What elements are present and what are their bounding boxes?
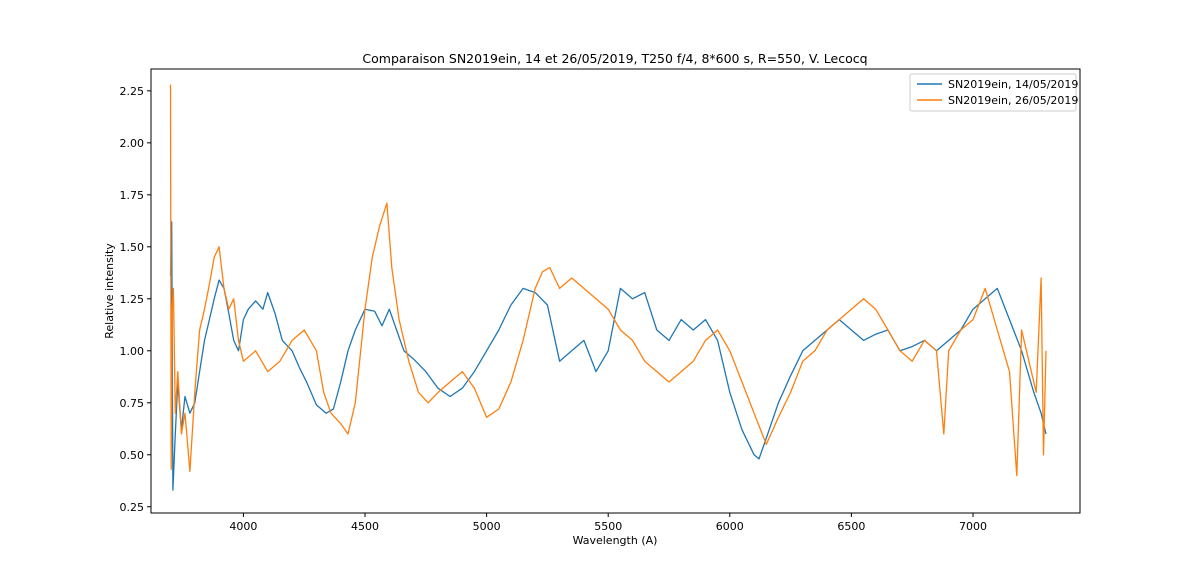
y-tick-label: 1.00	[120, 345, 145, 358]
x-tick-label: 4000	[229, 520, 257, 533]
x-axis-ticks: 4000 4500 5000 5500 6000 6500 7000	[229, 513, 987, 533]
y-tick-label: 1.75	[120, 189, 145, 202]
x-tick-label: 7000	[959, 520, 987, 533]
y-tick-label: 1.25	[120, 293, 145, 306]
y-tick-label: 0.50	[120, 449, 145, 462]
series-line-1	[169, 221, 1047, 491]
y-tick-label: 0.75	[120, 397, 145, 410]
y-tick-label: 0.25	[120, 501, 145, 514]
legend-label-series-2: SN2019ein, 26/05/2019	[948, 94, 1078, 107]
x-tick-label: 5000	[473, 520, 501, 533]
x-tick-label: 5500	[594, 520, 622, 533]
plot-area	[150, 68, 1081, 514]
x-axis-label: Wavelength (A)	[573, 534, 658, 547]
y-tick-label: 1.50	[120, 241, 145, 254]
x-tick-label: 4500	[351, 520, 379, 533]
y-axis-label: Relative intensity	[103, 243, 116, 339]
y-tick-label: 2.00	[120, 137, 145, 150]
y-tick-label: 2.25	[120, 85, 145, 98]
axes-frame	[150, 68, 1081, 514]
legend-label-series-1: SN2019ein, 14/05/2019	[948, 78, 1078, 91]
y-axis-ticks: 0.25 0.50 0.75 1.00 1.25 1.50 1.75 2.00 2.25	[120, 85, 151, 514]
series-line-2	[169, 84, 1047, 477]
x-tick-label: 6500	[837, 520, 865, 533]
series-layer	[169, 84, 1047, 491]
x-tick-label: 6000	[716, 520, 744, 533]
legend: SN2019ein, 14/05/2019 SN2019ein, 26/05/2…	[909, 73, 1078, 112]
legend-box	[909, 73, 1077, 112]
chart-title: Comparaison SN2019ein, 14 et 26/05/2019,…	[362, 51, 867, 66]
